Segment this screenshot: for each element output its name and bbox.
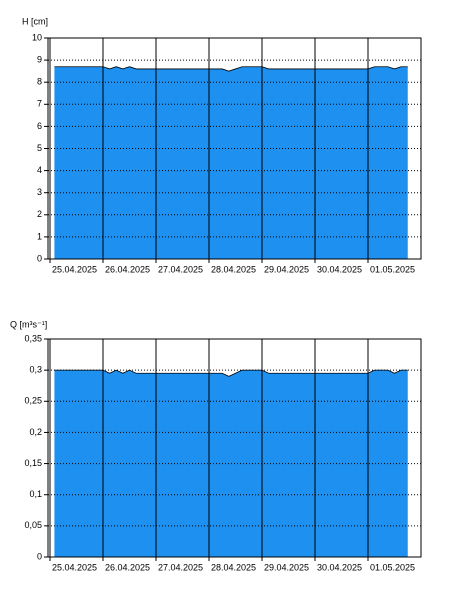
y-tick-label: 0,2 [29,427,42,437]
y-tick-label: 1 [37,231,42,241]
y-tick-label: 0 [37,551,42,561]
x-tick-label: 01.05.2025 [370,562,415,572]
x-tick-label: 27.04.2025 [158,264,203,274]
y-axis-title: Q [m³s⁻¹] [10,319,47,329]
y-tick-label: 0,15 [24,458,42,468]
y-tick-label: 0,3 [29,365,42,375]
y-axis-title: H [cm] [22,16,48,26]
x-tick-label: 25.04.2025 [52,264,97,274]
y-tick-label: 0,25 [24,396,42,406]
x-tick-label: 01.05.2025 [370,264,415,274]
x-tick-label: 29.04.2025 [264,562,309,572]
x-tick-label: 27.04.2025 [158,562,203,572]
plot-frame [47,338,422,558]
x-tick-label: 28.04.2025 [211,562,256,572]
y-tick-label: 10 [32,32,42,42]
plot-frame [47,37,422,260]
y-tick-label: 0,35 [24,333,42,343]
x-tick-label: 30.04.2025 [317,562,362,572]
x-tick-label: 26.04.2025 [105,562,150,572]
x-tick-label: 28.04.2025 [211,264,256,274]
y-tick-label: 6 [37,121,42,131]
y-tick-label: 0,05 [24,520,42,530]
y-tick-label: 7 [37,99,42,109]
y-tick-label: 8 [37,77,42,87]
x-tick-label: 30.04.2025 [317,264,362,274]
y-tick-label: 5 [37,143,42,153]
y-tick-label: 4 [37,165,42,175]
y-tick-label: 2 [37,209,42,219]
y-tick-label: 3 [37,187,42,197]
area-outline [54,66,408,72]
y-tick-label: 0 [37,253,42,263]
x-tick-label: 29.04.2025 [264,264,309,274]
area [54,66,408,259]
y-tick-label: 0,1 [29,489,42,499]
x-tick-label: 25.04.2025 [52,562,97,572]
y-tick-label: 9 [37,54,42,64]
x-tick-label: 26.04.2025 [105,264,150,274]
